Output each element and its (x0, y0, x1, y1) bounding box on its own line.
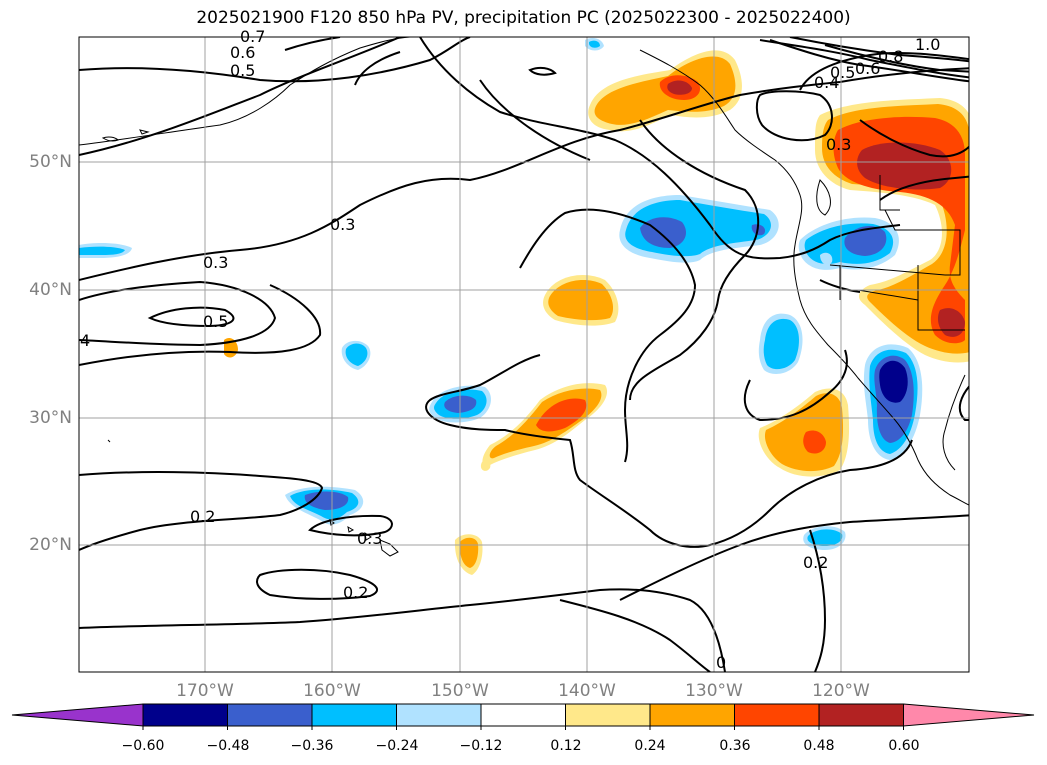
map-title: 2025021900 F120 850 hPa PV, precipitatio… (196, 8, 851, 28)
colorbar-segment (396, 703, 482, 727)
colorbar-tick-label: −0.24 (375, 738, 419, 754)
lon-label: 120°W (812, 681, 870, 701)
colorbar-segment (818, 703, 904, 727)
lon-label: 170°W (176, 681, 234, 701)
colorbar-segment (142, 703, 228, 727)
contour-label: 0.5 (203, 312, 228, 331)
colorbar-tick-label: 0.48 (803, 738, 835, 754)
colorbar-tick-label: 0.36 (719, 738, 751, 754)
pv-contours (79, 37, 969, 672)
colorbar-segment (311, 703, 397, 727)
map-frame (78, 36, 970, 673)
colorbar-tick-label: 0.60 (888, 738, 920, 754)
contour-label: 0.4 (814, 73, 839, 92)
contour-label: 0.3 (330, 215, 355, 234)
contour-label: 0.2 (190, 507, 215, 526)
colorbar-tick-label: 0.12 (550, 738, 582, 754)
lon-label: 130°W (685, 681, 743, 701)
lat-label: 30°N (29, 408, 72, 428)
colorbar-tick-label: −0.36 (290, 738, 334, 754)
colorbar-segment (734, 703, 820, 727)
colorbar-tick-label: 0.24 (634, 738, 666, 754)
contour-label: 0.5 (230, 61, 255, 80)
lat-label: 50°N (29, 152, 72, 172)
contour-label: 0.3 (203, 253, 228, 272)
colorbar-extend-low (11, 703, 144, 727)
colorbar-segment (480, 703, 566, 727)
contour-label: 0.7 (240, 27, 265, 46)
contour-label: 0.6 (855, 59, 880, 78)
lat-label: 20°N (29, 535, 72, 555)
lon-label: 150°W (431, 681, 489, 701)
contour-label: 0.8 (878, 47, 903, 66)
colorbar-extend-high (903, 703, 1035, 727)
contour-label: 0.6 (230, 43, 255, 62)
contour-labels: 1.0 0.8 0.6 0.5 0.4 0.3 0.3 0.3 0.2 0.2 … (80, 27, 940, 672)
graticule (79, 37, 969, 672)
contour-label: 0.3 (357, 529, 382, 548)
negative-precip-shading (79, 38, 923, 550)
colorbar-segment (565, 703, 651, 727)
lon-label: 160°W (303, 681, 361, 701)
colorbar-segment (227, 703, 313, 727)
colorbar (11, 703, 1035, 730)
contour-label: 0.3 (826, 135, 851, 154)
contour-label: 0.2 (343, 583, 368, 602)
contour-label: 4 (80, 331, 90, 350)
map-field (79, 37, 969, 672)
contour-label: 0 (716, 653, 726, 672)
colorbar-tick-label: −0.12 (459, 738, 503, 754)
contour-label: 1.0 (915, 35, 940, 54)
colorbar-segment (649, 703, 735, 727)
colorbar-tick-label: −0.60 (121, 738, 165, 754)
lat-label: 40°N (29, 280, 72, 300)
contour-label: 0.2 (803, 553, 828, 572)
lon-label: 140°W (558, 681, 616, 701)
contour-label: 0.5 (830, 63, 855, 82)
colorbar-tick-label: −0.48 (206, 738, 250, 754)
